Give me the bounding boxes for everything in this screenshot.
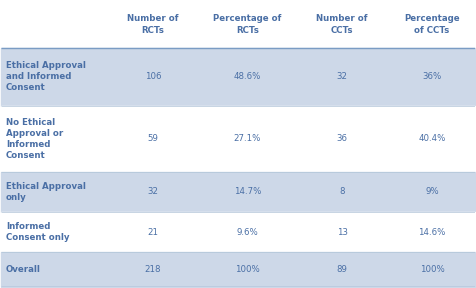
Text: Number of
RCTs: Number of RCTs [127, 14, 178, 35]
Text: 100%: 100% [235, 265, 260, 274]
Text: Overall: Overall [6, 265, 41, 274]
Text: 89: 89 [337, 265, 347, 274]
Text: Informed
Consent only: Informed Consent only [6, 222, 69, 242]
Bar [1, 106, 475, 172]
Text: 106: 106 [145, 72, 161, 81]
Bar [1, 1, 475, 48]
Text: 218: 218 [145, 265, 161, 274]
Text: 21: 21 [147, 228, 159, 237]
Bar [1, 172, 475, 212]
Text: 59: 59 [148, 134, 158, 143]
Bar [1, 252, 475, 287]
Text: 36: 36 [337, 134, 347, 143]
Text: 48.6%: 48.6% [234, 72, 261, 81]
Text: 14.6%: 14.6% [418, 228, 446, 237]
Text: 36%: 36% [422, 72, 442, 81]
Text: Number of
CCTs: Number of CCTs [317, 14, 368, 35]
Text: Ethical Approval
only: Ethical Approval only [6, 182, 86, 202]
Text: 9%: 9% [425, 187, 439, 196]
Text: 9.6%: 9.6% [237, 228, 258, 237]
Bar [1, 48, 475, 106]
Text: 32: 32 [147, 187, 159, 196]
Text: 14.7%: 14.7% [234, 187, 261, 196]
Text: 32: 32 [337, 72, 347, 81]
Text: Percentage of
RCTs: Percentage of RCTs [213, 14, 282, 35]
Text: 40.4%: 40.4% [418, 134, 446, 143]
Bar [1, 212, 475, 252]
Text: Ethical Approval
and Informed
Consent: Ethical Approval and Informed Consent [6, 61, 86, 92]
Text: Percentage
of CCTs: Percentage of CCTs [404, 14, 460, 35]
Text: 13: 13 [337, 228, 347, 237]
Text: No Ethical
Approval or
Informed
Consent: No Ethical Approval or Informed Consent [6, 118, 63, 160]
Text: 100%: 100% [420, 265, 445, 274]
Text: 8: 8 [339, 187, 345, 196]
Text: 27.1%: 27.1% [234, 134, 261, 143]
